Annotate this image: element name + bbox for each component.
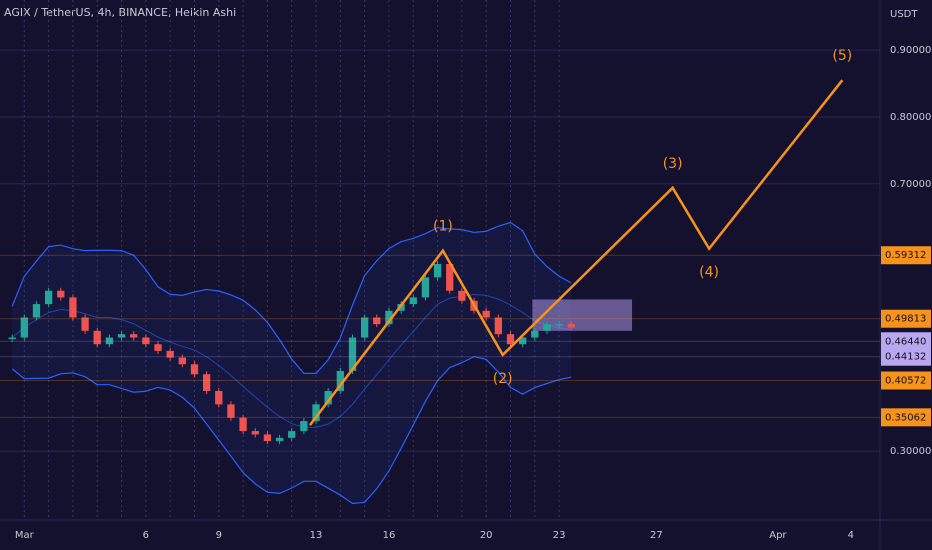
- candle: [531, 330, 539, 338]
- candle: [44, 290, 53, 305]
- x-tick-label: 16: [383, 530, 396, 541]
- price-label: 0.49813: [885, 314, 926, 325]
- wave-label: (2): [493, 371, 513, 387]
- price-label-bg: [881, 246, 931, 265]
- candle: [324, 391, 332, 405]
- candle: [8, 337, 16, 340]
- candle: [494, 317, 502, 335]
- price-label-bg: [881, 309, 931, 328]
- price-label-bg: [881, 408, 931, 427]
- x-tick-label: 27: [650, 530, 663, 541]
- candle: [190, 364, 199, 375]
- wave-label: (3): [663, 156, 683, 172]
- x-tick-label: 23: [553, 530, 566, 541]
- candle: [409, 297, 417, 305]
- candle: [348, 337, 357, 371]
- wave-label: (4): [699, 265, 719, 281]
- y-tick-label: 0.90000: [890, 45, 931, 56]
- wave-label: (1): [433, 219, 453, 235]
- candle: [300, 421, 308, 432]
- candle: [433, 264, 442, 278]
- x-tick-label: 13: [310, 530, 323, 541]
- price-label: 0.59312: [885, 250, 926, 261]
- candle: [215, 391, 223, 405]
- y-tick-label: 0.70000: [890, 179, 931, 190]
- candle: [20, 317, 28, 338]
- candle: [385, 310, 393, 325]
- price-label: 0.46440: [885, 336, 926, 347]
- band-upper: [11, 221, 572, 374]
- price-label: 0.40572: [885, 375, 926, 386]
- price-label-bg: [881, 332, 931, 351]
- candle: [166, 350, 174, 358]
- candle: [227, 404, 235, 418]
- price-label-bg: [881, 371, 931, 390]
- candle: [57, 290, 65, 298]
- x-tick-label: 4: [848, 530, 854, 541]
- candle: [336, 370, 344, 392]
- candle: [555, 324, 563, 326]
- wave-line: [308, 79, 844, 426]
- x-tick-label: Mar: [15, 530, 35, 541]
- candle: [32, 304, 41, 318]
- candle: [69, 297, 77, 318]
- candle: [360, 317, 369, 338]
- candle: [251, 431, 259, 435]
- wave-label: (5): [832, 48, 852, 64]
- candle: [154, 344, 162, 351]
- x-tick-label: Apr: [769, 530, 787, 541]
- band-middle: [11, 294, 572, 428]
- candle: [263, 434, 272, 442]
- candle: [178, 357, 186, 365]
- candle: [239, 417, 247, 432]
- chart-title: AGIX / TetherUS, 4h, BINANCE, Heikin Ash…: [4, 6, 236, 19]
- price-label: 0.35062: [885, 412, 926, 423]
- candle: [421, 277, 430, 298]
- candle: [288, 431, 296, 438]
- axis-label: USDT: [890, 9, 918, 20]
- candle: [543, 324, 551, 331]
- candle: [506, 334, 515, 345]
- candle: [567, 324, 575, 328]
- candle: [312, 404, 320, 422]
- candle: [482, 310, 490, 318]
- candle: [373, 317, 381, 325]
- candle: [202, 374, 211, 392]
- price-label-bg: [881, 347, 931, 366]
- candle: [117, 334, 126, 338]
- candle: [130, 334, 138, 338]
- x-tick-label: 9: [216, 530, 222, 541]
- x-tick-label: 20: [480, 530, 493, 541]
- candle: [105, 337, 114, 345]
- candle: [519, 337, 527, 345]
- candle: [446, 264, 454, 291]
- candle: [275, 437, 284, 442]
- y-tick-label: 0.30000: [890, 446, 931, 457]
- y-tick-label: 0.80000: [890, 112, 931, 123]
- candle: [458, 290, 466, 301]
- x-tick-label: 6: [143, 530, 149, 541]
- candle: [81, 317, 89, 331]
- band-lower: [11, 355, 572, 505]
- candle: [142, 337, 150, 345]
- price-label: 0.44132: [885, 352, 926, 363]
- band-fill: [12, 222, 572, 504]
- candle: [93, 330, 101, 345]
